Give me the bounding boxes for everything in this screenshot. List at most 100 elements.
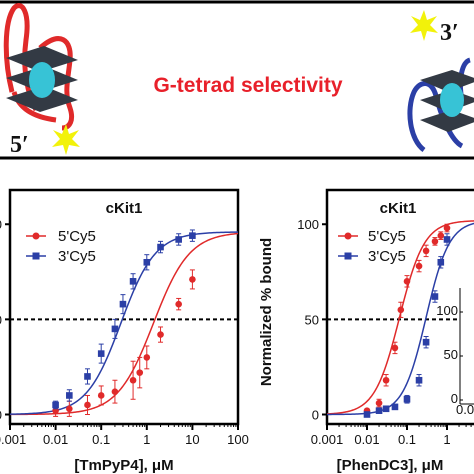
data-point: [189, 232, 196, 239]
tetrad-core: [440, 83, 464, 117]
y-tick-label: 0: [312, 407, 319, 422]
data-point: [52, 401, 59, 409]
data-point: [111, 388, 119, 395]
legend-marker: [32, 252, 40, 260]
data-point: [66, 405, 73, 413]
x-ticks: 0.001 0.01 0.1 1: [311, 424, 472, 447]
data-point: [391, 344, 399, 352]
label-5prime: 5′: [10, 132, 29, 158]
data-point: [84, 373, 91, 380]
data-point: [382, 405, 390, 413]
data-point: [157, 243, 164, 251]
data-point: [415, 376, 423, 384]
x-tick-label: 0.001: [0, 432, 26, 447]
x-tick-label: 10: [185, 432, 199, 447]
data-point: [422, 247, 430, 255]
data-point: [375, 399, 383, 407]
y-axis-label: Normalized % bound: [258, 238, 275, 386]
data-point: [97, 350, 105, 357]
x-tick-label: 1: [443, 432, 450, 447]
data-point: [119, 300, 127, 308]
y-ticks: 0 50 100: [297, 217, 327, 422]
legend: 5'Cy5 3'Cy5: [338, 228, 406, 265]
legend-label: 5'Cy5: [368, 228, 406, 245]
right-quadruplex-illustration: 3′: [407, 10, 474, 153]
x-tick-label: 0.01: [354, 432, 379, 447]
panel-phendc3: 0 50 100 0.001 0.01 0.1 1 100 50 0 0.00 cKit1…: [258, 188, 474, 474]
x-axis-label: [TmPyP4], μM: [74, 457, 173, 474]
plot-frame: [8, 188, 240, 426]
x-tick-label: 1: [143, 432, 150, 447]
tetrad-core: [29, 62, 55, 98]
star-icon: [52, 124, 80, 155]
x-tick-label: 0.1: [92, 432, 110, 447]
data-point: [175, 300, 182, 308]
star-icon: [410, 10, 438, 41]
fit-curve: [10, 232, 239, 416]
data-point: [157, 331, 164, 338]
data-point: [397, 306, 405, 314]
fit-curves: [326, 220, 474, 416]
x-axis-label: [PhenDC3], μM: [337, 457, 444, 474]
x-tick-label: 0.1: [398, 432, 416, 447]
data-point: [129, 278, 137, 285]
x-tick-label: 100: [227, 432, 249, 447]
data-point: [431, 293, 439, 300]
y-ticks: 0 50 100: [0, 217, 10, 422]
y-tick-label: 0: [0, 407, 2, 422]
data-point: [175, 236, 182, 243]
label-3prime: 3′: [440, 20, 459, 46]
fit-curve: [327, 222, 474, 416]
data-point: [443, 236, 451, 243]
banner: 5′ G-tetrad selectivity 3′: [0, 0, 474, 160]
left-quadruplex-illustration: 5′: [3, 3, 80, 158]
inset-plot: 100 50 0 0.00: [436, 288, 474, 417]
panel-tmpyp4: 0 50 100 0.001 0.01 0.1 1 10 100 cKit1 5'Cy5 3'…: [0, 188, 249, 474]
data-point: [66, 392, 73, 399]
data-points: [363, 223, 451, 418]
data-point: [84, 401, 91, 409]
tetrad-plate-1: [6, 46, 78, 72]
x-tick-label: 0.001: [311, 432, 344, 447]
data-point: [443, 224, 451, 232]
data-points: [52, 229, 196, 417]
tetrad-plate-1: [420, 70, 474, 92]
data-point: [363, 411, 371, 418]
fit-curve: [326, 220, 474, 415]
banner-frame: [0, 0, 474, 160]
data-point: [375, 407, 383, 414]
x-tick-label: 0.01: [43, 432, 68, 447]
inset-background: [458, 288, 474, 408]
panel-title: cKit1: [106, 200, 143, 217]
data-point: [437, 232, 445, 239]
x-ticks: 0.001 0.01 0.1 1 10 100: [0, 424, 249, 447]
data-point: [136, 369, 144, 376]
inset-tick-label: 100: [436, 303, 458, 318]
legend-label: 3'Cy5: [368, 248, 406, 265]
data-point: [431, 238, 439, 245]
data-point: [143, 258, 151, 266]
legend-label: 5'Cy5: [58, 228, 96, 245]
data-point: [437, 258, 445, 266]
legend: 5'Cy5 3'Cy5: [26, 228, 96, 265]
data-point: [422, 338, 430, 346]
data-point: [382, 376, 390, 384]
inset-tick-label: 50: [444, 347, 458, 362]
tetrad-plate-3: [6, 86, 78, 112]
inset-x-tick-label: 0.00: [456, 402, 474, 417]
data-point: [403, 395, 411, 403]
y-tick-label: 100: [0, 217, 2, 232]
y-tick-label: 50: [305, 312, 319, 327]
banner-title: G-tetrad selectivity: [153, 74, 342, 97]
y-tick-label: 100: [297, 217, 319, 232]
legend-marker: [344, 252, 352, 260]
legend-label: 3'Cy5: [58, 248, 96, 265]
data-point: [391, 403, 399, 411]
data-point: [111, 325, 119, 333]
data-point: [129, 376, 137, 384]
fit-curve: [9, 231, 239, 415]
inset-tick-label: 0: [451, 391, 458, 406]
data-point: [143, 354, 151, 361]
tetrad-plate-3: [420, 110, 474, 132]
